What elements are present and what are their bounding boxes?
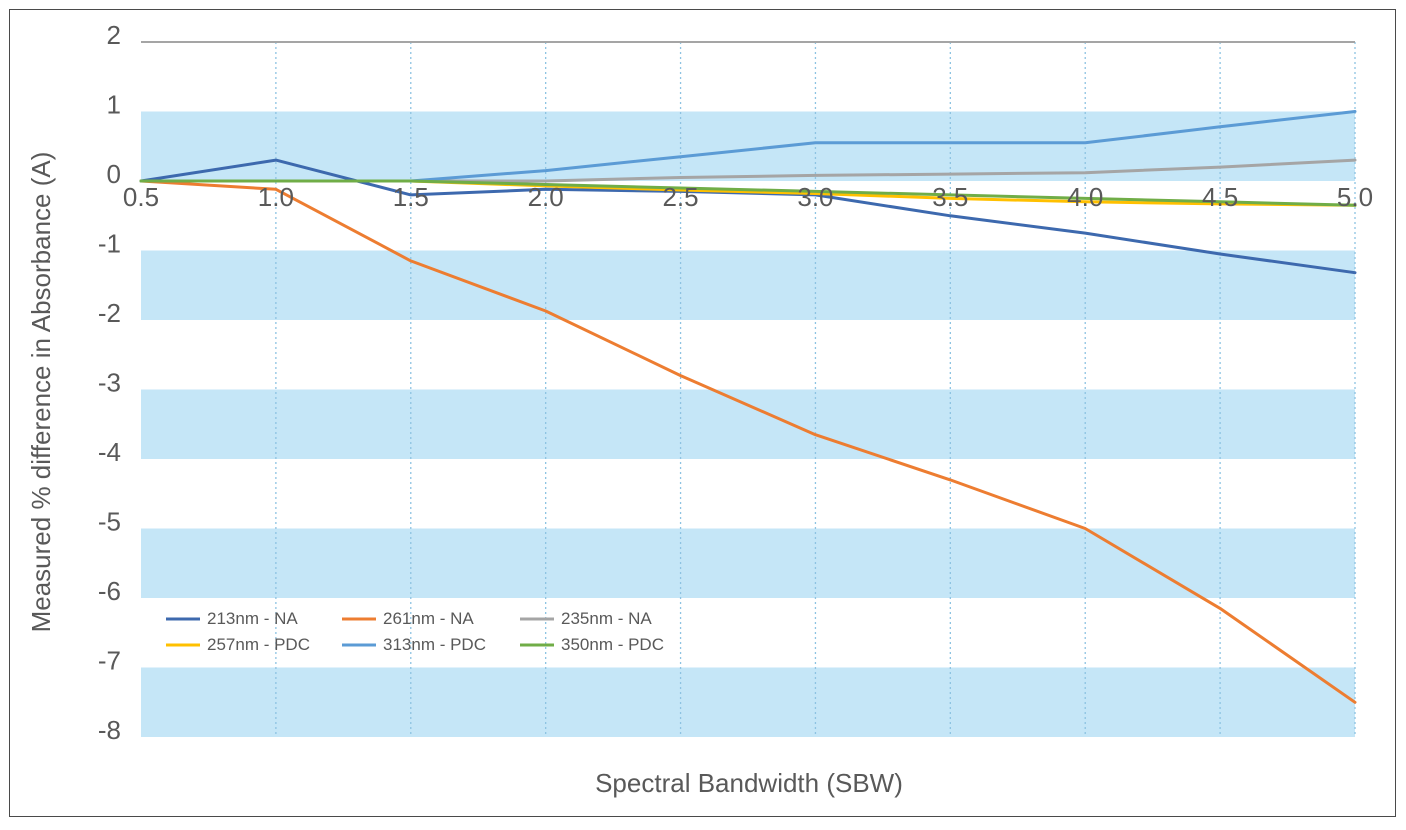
- band-4: [141, 667, 1355, 737]
- y-axis-title: Measured % difference in Absorbance (A): [26, 152, 56, 633]
- y-tick-label: -3: [98, 368, 121, 398]
- y-tick-label: -1: [98, 229, 121, 259]
- band-0: [141, 111, 1355, 181]
- band-3: [141, 528, 1355, 598]
- band-1: [141, 250, 1355, 320]
- legend-label: 313nm - PDC: [383, 635, 486, 654]
- x-tick-label: 5.0: [1337, 182, 1373, 212]
- x-tick-label: 0.5: [123, 182, 159, 212]
- x-tick-labels: 0.5 1.0 1.5 2.0 2.5 3.0 3.5 4.0 4.5 5.0: [123, 182, 1373, 212]
- y-tick-label: -8: [98, 715, 121, 745]
- x-tick-label: 4.0: [1067, 182, 1103, 212]
- series-line-1: [139, 179, 1357, 704]
- legend: 213nm - NA 261nm - NA 235nm - NA 257nm - PD…: [166, 609, 664, 654]
- x-tick-label: 1.5: [393, 182, 429, 212]
- y-tick-label: -6: [98, 576, 121, 606]
- background-bands: [141, 111, 1355, 737]
- x-tick-label: 1.0: [258, 182, 294, 212]
- series-lines: [139, 110, 1357, 704]
- y-tick-label: -5: [98, 507, 121, 537]
- legend-label: 257nm - PDC: [207, 635, 310, 654]
- legend-label: 235nm - NA: [561, 609, 652, 628]
- legend-label: 213nm - NA: [207, 609, 298, 628]
- band-2: [141, 389, 1355, 459]
- x-tick-label: 3.5: [932, 182, 968, 212]
- series-line-5: [139, 179, 1357, 207]
- y-tick-label: 2: [107, 20, 121, 50]
- y-tick-label: -2: [98, 298, 121, 328]
- y-tick-label: 0: [107, 159, 121, 189]
- x-tick-label: 2.5: [662, 182, 698, 212]
- x-tick-label: 4.5: [1202, 182, 1238, 212]
- y-tick-label: -7: [98, 646, 121, 676]
- y-tick-labels: 2 1 0 -1 -2 -3 -4 -5 -6 -7 -8: [98, 20, 121, 745]
- legend-label: 350nm - PDC: [561, 635, 664, 654]
- x-tick-label: 2.0: [528, 182, 564, 212]
- x-tick-label: 3.0: [797, 182, 833, 212]
- legend-label: 261nm - NA: [383, 609, 474, 628]
- y-tick-label: -4: [98, 437, 121, 467]
- y-tick-label: 1: [107, 90, 121, 120]
- x-axis-title: Spectral Bandwidth (SBW): [595, 768, 903, 798]
